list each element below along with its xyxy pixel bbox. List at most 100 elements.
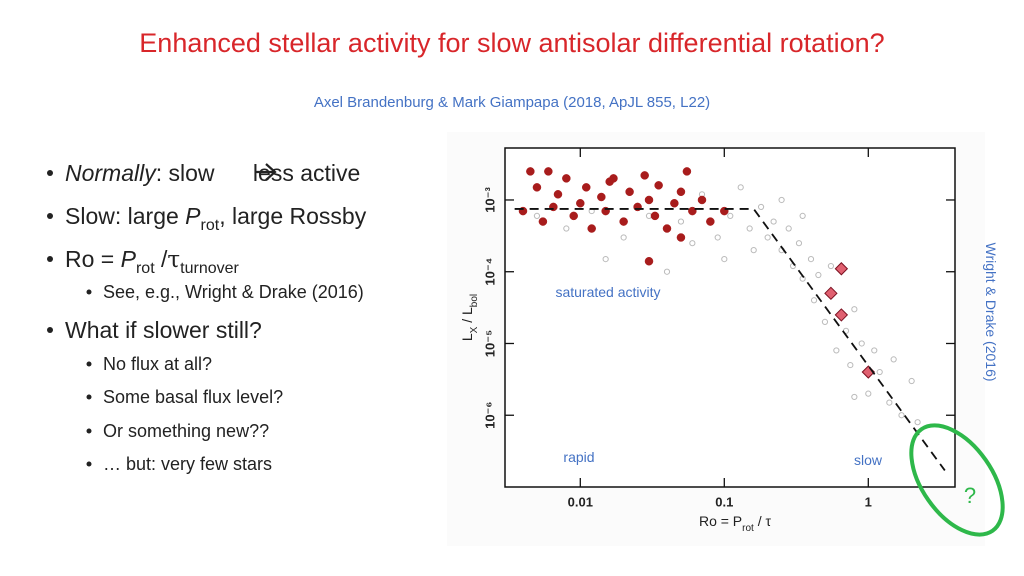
data-point <box>676 233 686 242</box>
text: Ro = <box>65 246 121 272</box>
subtitle: Axel Brandenburg & Mark Giampapa (2018, … <box>314 94 710 111</box>
bullet-text: Ro = Prot /τturnover <box>65 246 240 277</box>
data-point <box>727 212 734 219</box>
data-point <box>770 218 777 225</box>
bullet-text: Or something new?? <box>103 421 269 441</box>
data-point <box>605 177 614 186</box>
diamond-point <box>824 286 838 301</box>
data-point <box>644 256 654 266</box>
highlight-ellipse <box>909 423 1005 537</box>
text: P <box>121 246 137 272</box>
diamond-point <box>834 262 849 276</box>
text: L <box>459 333 475 341</box>
text: Slow: large <box>65 203 185 229</box>
data-point <box>750 247 757 254</box>
bullet-text: … but: very few stars <box>103 454 272 474</box>
text: turnover <box>180 260 239 277</box>
data-point <box>799 212 806 219</box>
data-point <box>821 318 829 325</box>
data-point <box>737 184 744 191</box>
y-tick-label: 10⁻⁶ <box>482 402 497 429</box>
data-point <box>582 183 591 192</box>
model-line <box>514 208 946 471</box>
y-tick-label: 10⁻³ <box>482 186 497 212</box>
y-axis-label: LX / Lbol <box>459 294 480 341</box>
data-point <box>526 167 535 176</box>
data-point <box>746 225 753 232</box>
data-point <box>563 225 570 232</box>
chart: 0.01 0.1 1 10⁻³ 10⁻⁴ 10⁻⁵ 10⁻⁶ Ro = Prot / τ LX … <box>447 132 1005 546</box>
data-point <box>827 262 835 270</box>
data-point <box>576 199 585 208</box>
data-point <box>807 255 815 263</box>
data-point <box>650 211 660 221</box>
data-point <box>810 297 818 304</box>
data-point <box>662 224 672 233</box>
data-point <box>682 167 692 176</box>
bullet-text: Slow: large Prot, large Rossby <box>65 203 367 234</box>
data-point <box>602 255 609 263</box>
data-point <box>795 240 803 247</box>
bullet <box>47 213 53 219</box>
data-point <box>644 195 654 205</box>
side-note: Wright & Drake (2016) <box>983 242 999 381</box>
text: rot <box>136 260 155 277</box>
text: P <box>185 203 201 229</box>
x-tick-label: 0.01 <box>568 494 593 509</box>
bullet-text: Some basal flux level? <box>103 387 283 407</box>
data-point <box>764 234 771 241</box>
data-point <box>886 399 893 406</box>
data-point <box>569 211 578 221</box>
data-point <box>833 347 840 354</box>
question-mark: ? <box>964 483 976 508</box>
text: rot <box>742 523 754 534</box>
data-point <box>597 192 606 202</box>
diamond-point <box>834 308 849 322</box>
bullet <box>86 461 92 467</box>
bullet <box>47 170 53 176</box>
data-point <box>625 187 634 197</box>
text: / τ <box>754 513 772 529</box>
data-point <box>654 181 663 190</box>
data-point <box>640 171 649 180</box>
annotation: saturated activity <box>555 284 660 300</box>
data-point <box>544 167 553 176</box>
text: / L <box>459 307 475 327</box>
annotation: rapid <box>563 449 594 465</box>
data-point <box>553 190 563 199</box>
data-point <box>677 218 685 225</box>
data-point <box>757 203 765 211</box>
bullet-text: Normally: slow less active <box>65 160 360 186</box>
data-point <box>533 212 541 219</box>
data-point <box>689 240 696 247</box>
text: τ <box>167 247 180 273</box>
bullet-text: What if slower still? <box>65 317 262 343</box>
data-point <box>619 217 628 226</box>
data-point <box>865 390 872 397</box>
bullet <box>47 327 53 333</box>
data-point <box>815 271 822 279</box>
data-point <box>670 199 679 208</box>
data-point <box>858 340 865 347</box>
data-point <box>587 224 596 233</box>
data-point <box>890 356 897 363</box>
text: rot <box>201 217 220 234</box>
bullet-text: No flux at all? <box>103 354 212 374</box>
x-axis-label: Ro = Prot / τ <box>699 513 772 534</box>
annotation: slow <box>854 452 883 468</box>
bullet <box>47 256 53 262</box>
text: X <box>469 326 480 333</box>
data-point <box>706 217 715 226</box>
data-point <box>714 234 721 241</box>
bullet-list: Normally: slow less active Slow: large P… <box>47 160 367 474</box>
text: Normally <box>65 160 157 186</box>
arrow-icon <box>256 163 277 181</box>
y-tick-label: 10⁻⁴ <box>482 258 497 286</box>
x-tick-label: 1 <box>865 494 872 509</box>
bullet-text: See, e.g., Wright & Drake (2016) <box>103 282 364 302</box>
data-point <box>532 183 542 192</box>
data-point <box>851 306 858 313</box>
bullet <box>86 361 92 367</box>
text: / <box>155 246 168 272</box>
